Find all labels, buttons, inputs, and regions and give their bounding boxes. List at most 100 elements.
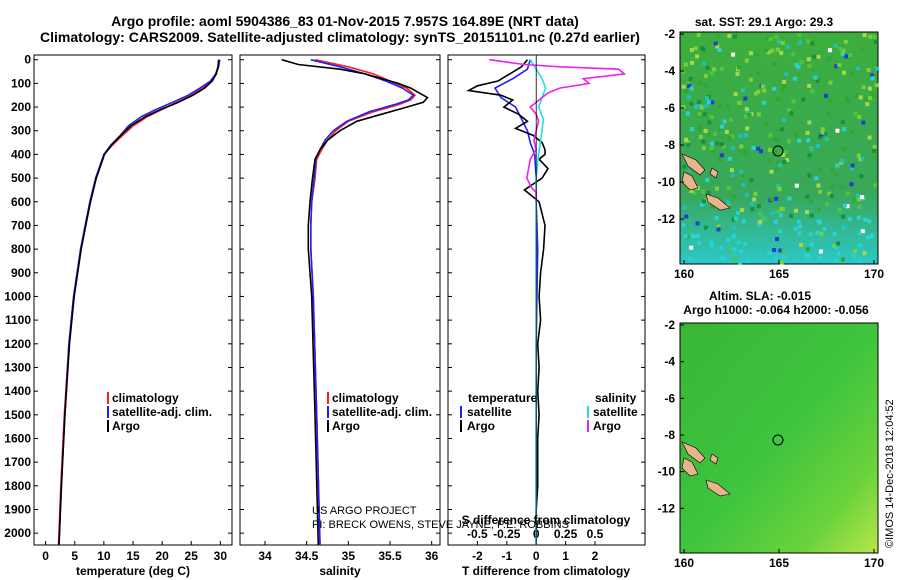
sst-pixel — [717, 104, 722, 109]
sst-pixel — [706, 228, 711, 233]
x-top-tick-label: -0.5 — [467, 527, 488, 541]
sst-pixel — [827, 56, 832, 61]
sst-pixel — [785, 158, 790, 162]
sst-pixel — [863, 217, 868, 222]
island — [681, 153, 706, 176]
sst-pixel — [836, 251, 841, 256]
sst-pixel — [704, 198, 709, 203]
sst-pixel — [720, 142, 725, 147]
sst-pixel — [767, 158, 771, 163]
map-lat-label: -10 — [658, 175, 676, 189]
sst-pixel — [833, 259, 838, 263]
sst-pixel — [806, 39, 811, 44]
sst-pixel — [807, 64, 812, 68]
sst-pixel — [740, 208, 745, 212]
sst-pixel — [857, 259, 862, 264]
sst-pixel — [809, 147, 814, 151]
sst-pixel — [860, 229, 865, 234]
sst-pixel — [862, 251, 867, 256]
title-line-2: Climatology: CARS2009. Satellite-adjuste… — [40, 29, 640, 45]
sst-pixel — [845, 191, 850, 196]
sst-pixel — [697, 112, 702, 116]
sst-pixel — [816, 54, 821, 59]
legend-label-s-argo: Argo — [593, 419, 621, 433]
sst-pixel — [747, 112, 752, 117]
sst-pixel — [715, 141, 720, 146]
map-lat-label: -12 — [658, 501, 676, 515]
sst-pixel — [709, 240, 714, 245]
sst-pixel — [774, 196, 779, 201]
island — [709, 167, 719, 179]
legend-label-argo: Argo — [112, 419, 140, 433]
x-tick-label: 15 — [126, 549, 140, 563]
sst-pixel — [762, 100, 767, 105]
depth-tick-label: 1500 — [4, 408, 31, 422]
sst-pixel — [844, 54, 849, 59]
sst-pixel — [682, 164, 686, 169]
legend-label-climatology: climatology — [112, 391, 179, 405]
sst-pixel — [781, 249, 786, 254]
sst-pixel — [809, 242, 814, 247]
sst-map-title: sat. SST: 29.1 Argo: 29.3 — [695, 15, 834, 29]
sst-pixel — [817, 256, 822, 261]
sst-pixel — [726, 186, 731, 191]
sst-pixel — [787, 196, 792, 201]
depth-tick-label: 1800 — [4, 479, 31, 493]
sst-pixel — [697, 81, 702, 85]
sst-pixel — [843, 203, 847, 208]
sst-pixel — [772, 86, 777, 91]
depth-tick-label: 1600 — [4, 431, 31, 445]
sst-pixel — [718, 158, 723, 162]
sst-pixel — [825, 202, 830, 207]
sst-pixel — [810, 89, 815, 94]
sst-pixel — [733, 257, 738, 262]
sst-pixel — [681, 223, 686, 228]
sst-pixel — [731, 235, 736, 240]
sst-pixel — [714, 215, 719, 220]
sst-pixel — [839, 161, 844, 165]
sst-pixel — [816, 183, 821, 188]
map-lon-label: 170 — [864, 556, 884, 570]
sst-pixel — [857, 231, 862, 236]
map-lat-label: -2 — [664, 318, 675, 332]
sla-map-field — [679, 322, 879, 554]
sst-pixel — [868, 34, 873, 39]
argo-location-marker — [772, 434, 784, 446]
sst-pixel — [701, 146, 706, 151]
sst-pixel — [850, 166, 855, 171]
sst-pixel — [810, 41, 815, 46]
depth-axis: 0 100 200 300 400 500 600 700 800 900 1000 1100 1200… — [4, 53, 645, 540]
sst-pixel — [850, 163, 855, 168]
sst-pixel — [706, 100, 711, 105]
sst-pixel — [799, 243, 803, 247]
sst-pixel — [776, 160, 781, 165]
sst-pixel — [749, 178, 754, 183]
sst-pixel — [681, 84, 686, 89]
sst-pixel — [781, 152, 786, 157]
sst-pixel — [783, 150, 788, 155]
sst-pixel — [762, 216, 767, 221]
sst-pixel — [775, 209, 780, 214]
sst-pixel — [738, 260, 743, 265]
sst-pixel — [857, 115, 862, 120]
sst-pixel — [842, 70, 847, 75]
sst-pixel — [769, 197, 774, 202]
sst-pixel — [775, 47, 780, 52]
sst-pixel — [732, 195, 736, 200]
sst-pixel — [782, 117, 786, 122]
x-tick-label: 34.5 — [295, 549, 319, 563]
sst-pixel — [756, 146, 761, 151]
project-credit: US ARGO PROJECT — [312, 505, 417, 517]
sst-pixel — [709, 146, 714, 151]
sla-map-axes: -2 -4 -6 -8 -10 -12 160 165 170 — [658, 318, 885, 570]
sst-pixel — [819, 231, 824, 236]
sst-pixel — [775, 237, 779, 242]
sst-pixel — [756, 71, 760, 76]
sst-pixel — [720, 256, 725, 261]
sst-pixel — [834, 172, 839, 177]
sst-pixel — [709, 71, 714, 76]
sst-pixel — [791, 99, 796, 104]
sst-pixel — [741, 182, 746, 187]
sst-pixel — [758, 219, 763, 224]
series-argo — [281, 58, 429, 546]
